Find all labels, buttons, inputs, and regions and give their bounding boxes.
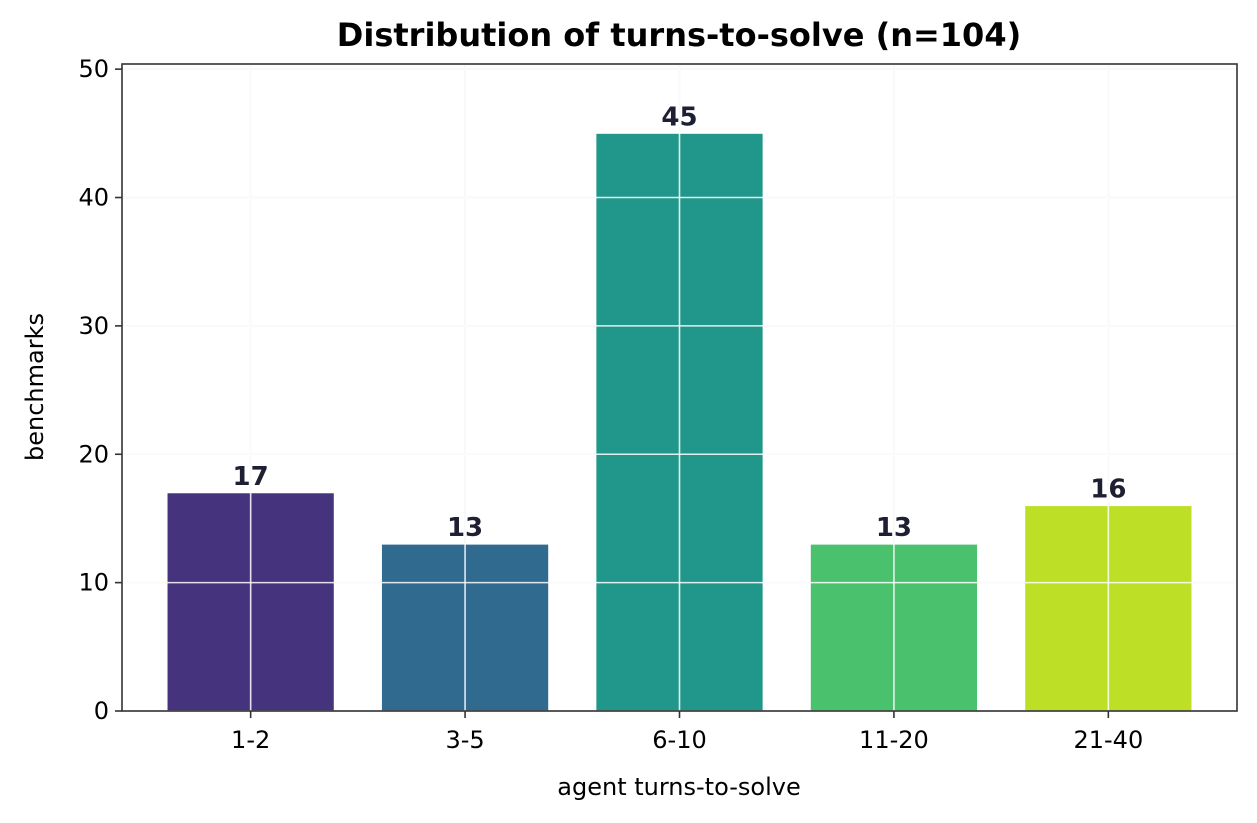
data-label: 16 xyxy=(1090,475,1126,505)
x-tick-label: 21-40 xyxy=(1073,726,1143,754)
x-tick-label: 3-5 xyxy=(445,726,484,754)
data-label: 13 xyxy=(447,513,483,543)
data-label: 45 xyxy=(661,102,697,132)
data-labels: 17 13 45 13 16 xyxy=(233,102,1127,543)
y-axis-label: benchmarks xyxy=(21,313,49,461)
y-tick-label: 10 xyxy=(78,569,109,597)
data-label: 13 xyxy=(876,513,912,543)
x-tick-label: 6-10 xyxy=(652,726,706,754)
y-tick-label: 20 xyxy=(78,440,109,468)
y-axis-ticks: 0 10 20 30 40 50 xyxy=(78,55,122,725)
x-tick-label: 11-20 xyxy=(859,726,929,754)
y-tick-label: 50 xyxy=(78,55,109,83)
x-axis-label: agent turns-to-solve xyxy=(557,773,800,801)
y-tick-label: 40 xyxy=(78,184,109,212)
x-tick-label: 1-2 xyxy=(231,726,270,754)
chart-title: Distribution of turns-to-solve (n=104) xyxy=(337,16,1021,54)
data-label: 17 xyxy=(233,462,269,492)
y-tick-label: 0 xyxy=(94,697,109,725)
y-tick-label: 30 xyxy=(78,312,109,340)
x-axis-ticks: 1-2 3-5 6-10 11-20 21-40 xyxy=(231,711,1143,754)
